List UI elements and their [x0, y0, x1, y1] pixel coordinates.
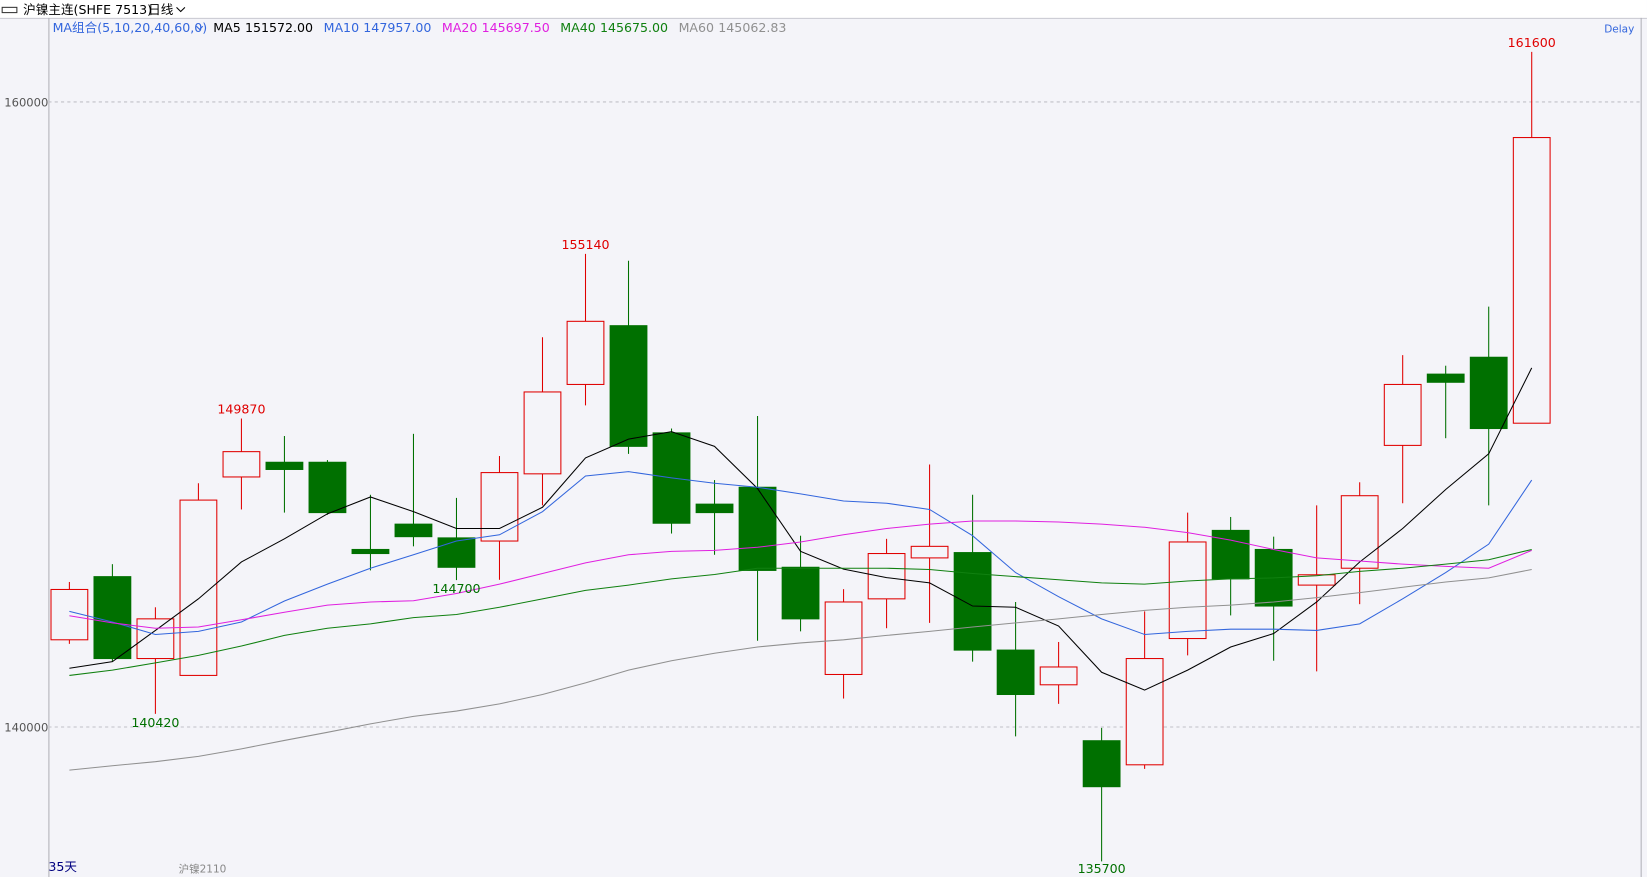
high-label: 161600	[1508, 35, 1556, 50]
candle-body	[1512, 137, 1551, 424]
legend-value: 151572.00	[245, 20, 313, 35]
ma-group-selector[interactable]: MA组合(5,10,20,40,60,0)	[53, 20, 208, 35]
candle-body	[265, 461, 304, 470]
legend-value: 145675.00	[600, 20, 668, 35]
legend-name: MA5	[213, 20, 241, 35]
candle-body	[1168, 541, 1207, 640]
candle-body	[1082, 740, 1121, 788]
legend-name: MA10	[324, 20, 360, 35]
candle-body	[1340, 495, 1379, 569]
candle-body	[437, 537, 476, 568]
candle-body	[781, 566, 820, 620]
y-tick-label: 160000	[4, 95, 48, 109]
candle-body	[1383, 383, 1422, 446]
candle-body	[609, 325, 648, 447]
candle-body	[222, 451, 261, 478]
ma-line	[69, 548, 1532, 676]
candle-body	[910, 545, 949, 559]
candle-body	[308, 461, 347, 514]
title-bar	[0, 0, 1647, 18]
candle-body	[996, 649, 1035, 696]
day-count: 35天	[48, 859, 77, 874]
ma-line	[69, 520, 1532, 629]
delay-label: Delay	[1604, 23, 1634, 35]
legend-value: 145062.83	[718, 20, 786, 35]
candle-body	[523, 391, 562, 475]
candle-body	[93, 576, 132, 660]
low-label: 135700	[1078, 861, 1126, 876]
candle-body	[1426, 373, 1465, 383]
candle-body	[1039, 666, 1078, 686]
candle-body	[953, 552, 992, 651]
candle-body	[136, 618, 175, 660]
ma-line	[69, 568, 1532, 771]
legend-name: MA20	[442, 20, 478, 35]
period-chevron[interactable]	[176, 6, 186, 13]
ma-line	[69, 471, 1533, 636]
candle-body	[738, 486, 777, 571]
legend-name: MA40	[560, 20, 596, 35]
window-icon	[1, 6, 18, 14]
period-selector[interactable]: 日线	[148, 2, 174, 17]
y-tick-label: 140000	[4, 721, 48, 735]
candle-body	[1125, 658, 1164, 766]
ma-line	[69, 367, 1533, 691]
candle-body	[695, 503, 734, 514]
low-label: 144700	[432, 581, 480, 596]
instrument-title[interactable]: 沪镍主连(SHFE 7513)	[23, 2, 152, 17]
high-label: 155140	[561, 237, 609, 252]
legend-name: MA60	[679, 20, 715, 35]
legend-value: 147957.00	[363, 20, 431, 35]
candle-body	[867, 553, 906, 600]
candle-body	[1469, 356, 1508, 430]
ma-group-chevron[interactable]	[196, 25, 204, 31]
high-label: 149870	[217, 402, 265, 417]
candle-body	[566, 320, 605, 385]
legend-value: 145697.50	[482, 20, 550, 35]
candle-body	[1297, 574, 1336, 586]
candle-body	[480, 472, 519, 542]
candle-body	[351, 548, 390, 555]
candle-body	[394, 523, 433, 538]
contract-label: 沪镍2110	[179, 863, 227, 876]
low-label: 140420	[131, 715, 179, 730]
